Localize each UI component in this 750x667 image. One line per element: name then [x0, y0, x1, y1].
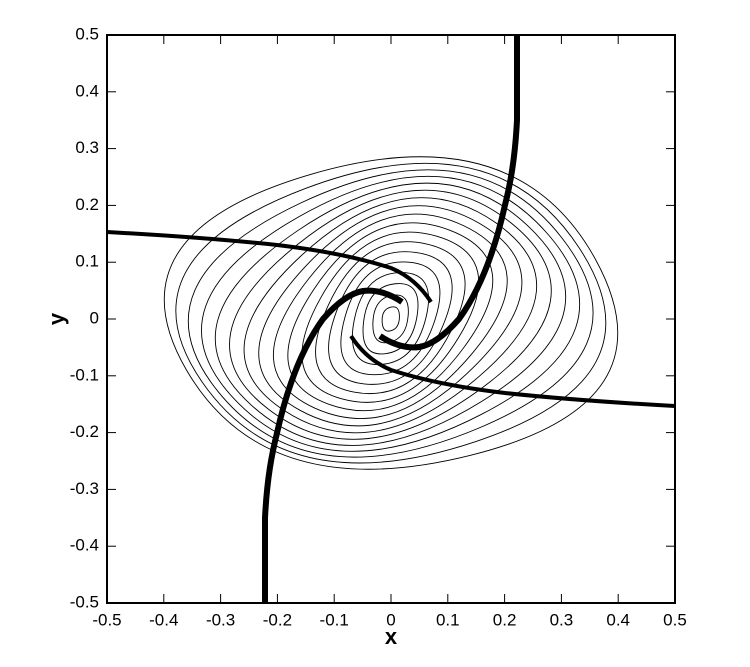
x-tick-label: -0.4	[149, 610, 178, 629]
y-tick-label: 0	[90, 308, 99, 327]
contour-line	[381, 306, 400, 332]
y-tick-label: 0.5	[75, 24, 99, 43]
shock-line	[107, 230, 433, 304]
x-axis-title: x	[385, 624, 398, 649]
y-tick-label: 0.3	[75, 138, 99, 157]
x-tick-label: 0.3	[550, 610, 574, 629]
contour-line	[328, 251, 453, 385]
contour-line	[273, 213, 508, 419]
plot-frame	[106, 34, 676, 604]
x-tick-label: 0.2	[493, 610, 517, 629]
x-tick-label: 0.5	[663, 610, 687, 629]
contour-line	[187, 169, 594, 458]
y-tick-label: -0.1	[70, 365, 99, 384]
y-tick-label: 0.1	[75, 252, 99, 271]
shock-line	[378, 35, 520, 351]
contour-line	[362, 283, 419, 355]
x-tick-label: -0.3	[206, 610, 235, 629]
y-axis-title: y	[44, 312, 69, 325]
x-tick-label: -0.2	[263, 610, 292, 629]
contour-line	[243, 197, 538, 434]
x-tick-label: 0.1	[436, 610, 460, 629]
contour-line	[175, 162, 607, 464]
x-tick-label: 0.4	[606, 610, 630, 629]
contour-line	[301, 231, 480, 403]
shock-line	[349, 334, 675, 408]
shock-lines	[107, 35, 675, 603]
contour-line	[258, 205, 523, 427]
contour-lines	[163, 156, 619, 470]
contour-line	[163, 156, 619, 470]
x-tick-label: -0.1	[320, 610, 349, 629]
contour-line	[372, 294, 409, 344]
y-tick-label: -0.5	[70, 592, 99, 611]
shock-line	[262, 287, 404, 603]
x-tick-label: -0.5	[92, 610, 121, 629]
y-tick-label: -0.3	[70, 479, 99, 498]
y-tick-label: 0.2	[75, 195, 99, 214]
contour-line	[229, 189, 552, 440]
contour-line	[315, 241, 466, 394]
contour-line	[287, 222, 494, 412]
y-tick-label: -0.4	[70, 536, 99, 555]
contour-line	[214, 182, 566, 446]
y-tick-label: 0.4	[75, 81, 99, 100]
x-tick-label: 0	[386, 610, 395, 629]
y-tick-label: -0.2	[70, 422, 99, 441]
contour-line	[201, 175, 581, 452]
